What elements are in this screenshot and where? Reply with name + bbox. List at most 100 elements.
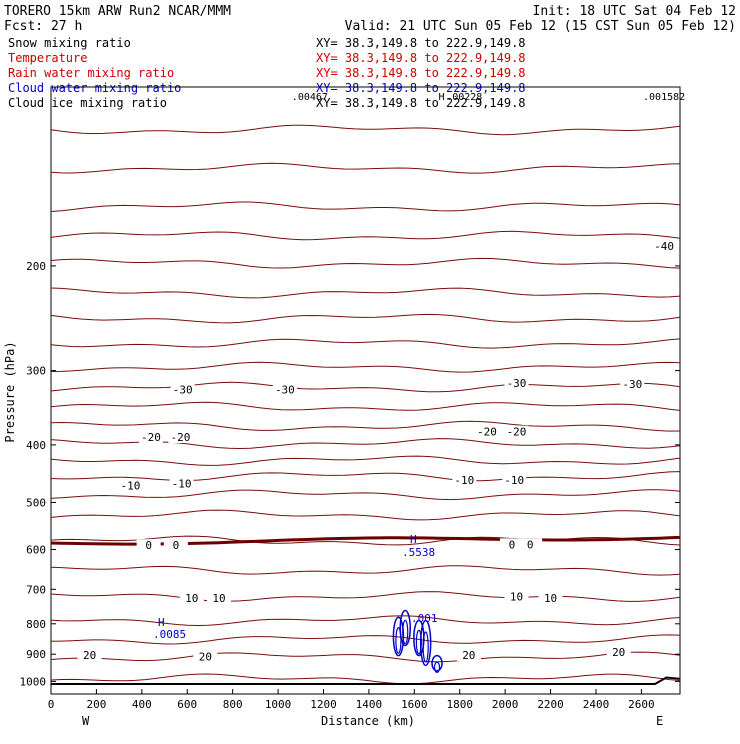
axes: 0 200 400 600 800 1000 1200 1400 1600 1800 2000 220… [20, 260, 680, 711]
isotherm-label: -20 [170, 431, 190, 444]
isotherm-label: -30 [507, 377, 527, 390]
x-tick-label: 2200 [537, 698, 564, 711]
x-tick-label: 1400 [356, 698, 383, 711]
isotherm-label-bg [169, 477, 194, 490]
isotherm-line [50, 489, 681, 501]
cloud-water-contour-inner [402, 619, 409, 645]
header-left-1: TORERO 15km ARW Run2 NCAR/MMM [4, 4, 231, 19]
y-tick-label: 900 [26, 648, 46, 661]
x-tick-label: 1800 [446, 698, 473, 711]
cloud-secondary-h: H [158, 616, 165, 629]
isotherm-label-bg [474, 425, 499, 438]
isotherm-line [50, 509, 681, 521]
isotherm-label: 20 [199, 650, 212, 663]
x-tick-label: 1000 [265, 698, 292, 711]
header-right-2: Valid: 21 UTC Sun 05 Feb 12 (15 CST Sun … [345, 19, 736, 34]
x-tick-label: 2400 [583, 698, 610, 711]
legend-label-rain: Rain water mixing ratio [8, 66, 174, 80]
y-tick-label: 800 [26, 618, 46, 631]
isotherm-line [50, 162, 681, 174]
plot-frame [50, 86, 681, 695]
cloud-water-contour [399, 609, 411, 647]
isotherm-line [50, 420, 681, 432]
isotherm-label-bg [77, 649, 102, 662]
isotherm-line [50, 591, 681, 602]
isotherm-label-bg [452, 473, 477, 486]
isotherm-line [50, 565, 681, 576]
isotherm-label-bg [652, 239, 677, 252]
cloud-max-h: H [410, 533, 417, 546]
isotherm-label-bg [620, 378, 645, 391]
isotherm-label-bg [170, 383, 195, 396]
isotherm-label-bg [504, 377, 529, 390]
isotherm-line [50, 673, 681, 685]
isotherm-label-bg [168, 431, 193, 444]
isotherm-line [50, 651, 681, 663]
legend-label-temperature: Temperature [8, 51, 87, 65]
isotherm-line [50, 455, 681, 466]
x-end-right-label: E [656, 714, 663, 728]
legend-label-cloud-ice: Cloud ice mixing ratio [8, 96, 167, 110]
x-tick-label: 200 [86, 698, 106, 711]
x-tick-label: 2000 [492, 698, 519, 711]
isotherm-label: 10 [510, 591, 523, 604]
isotherm-label: -10 [504, 474, 524, 487]
isotherm-line [50, 124, 681, 136]
x-tick-label: 0 [48, 698, 55, 711]
isotherm-label-bg [504, 590, 529, 603]
isotherm-label-bg [504, 425, 529, 438]
top-value-labels: .00467 H .00228 .001582 [292, 92, 685, 103]
isotherm-label-bg [518, 538, 543, 551]
top-value-label: .001582 [643, 92, 685, 103]
isotherm-label: 10 [185, 592, 198, 605]
cloud-water-contour-inner [395, 627, 402, 654]
x-tick-label: 1200 [310, 698, 337, 711]
legend-xy-cloud-ice: XY= 38.3,149.8 to 222.9,149.8 [316, 96, 526, 110]
y-tick-label: 500 [26, 496, 46, 509]
isotherm-label-bg [606, 646, 631, 659]
cloud-water-contours [392, 609, 443, 673]
terrain-line [51, 676, 681, 685]
legend-xy-rain: XY= 38.3,149.8 to 222.9,149.8 [316, 66, 526, 80]
isotherm-label: -30 [173, 384, 193, 397]
y-tick-label: 700 [26, 583, 46, 596]
legend-xy-snow: XY= 38.3,149.8 to 222.9,149.8 [316, 36, 526, 50]
top-value-label: .00467 [292, 92, 328, 103]
y-tick-label: 300 [26, 365, 46, 378]
isotherm-label-bg [138, 431, 163, 444]
x-tick-label: 600 [177, 698, 197, 711]
isotherm-line [50, 230, 681, 241]
cloud-water-contour-inner [433, 661, 441, 673]
x-end-left-label: W [82, 714, 90, 728]
top-value-label: H [439, 92, 445, 103]
y-tick-label: 200 [26, 260, 46, 273]
legend-xy-temperature: XY= 38.3,149.8 to 222.9,149.8 [316, 51, 526, 65]
isotherm-line [50, 313, 681, 324]
y-tick-label: 600 [26, 544, 46, 557]
header-left-2: Fcst: 27 h [4, 19, 82, 34]
isotherm-label-bg [136, 539, 161, 552]
isotherm-label: -20 [477, 426, 497, 439]
isotherm-label: -20 [507, 426, 527, 439]
y-axis-title: Pressure (hPa) [3, 341, 17, 442]
isotherm-label: 20 [612, 646, 625, 659]
cloud-water-contour [419, 619, 432, 667]
y-tick-label: 1000 [20, 675, 47, 688]
legend-label-snow: Snow mixing ratio [8, 36, 131, 50]
x-tick-label: 400 [132, 698, 152, 711]
cloud-secondary-value: .0085 [153, 628, 186, 641]
isotherm-label: -30 [622, 378, 642, 391]
cloud-min-value: .001 [411, 612, 438, 625]
top-value-label: .00228 [446, 92, 482, 103]
legend-label-cloud-water: Cloud water mixing ratio [8, 81, 181, 95]
isotherm-label-bg [163, 539, 188, 552]
isotherm-line [50, 287, 681, 299]
isotherm-line [50, 381, 681, 393]
isotherm-label-bg [538, 592, 563, 605]
isotherm-line [50, 615, 681, 627]
isotherm-label: -30 [275, 384, 295, 397]
terrain-line [51, 676, 681, 685]
legend-xy-cloud-water: XY= 38.3,149.8 to 222.9,149.8 [316, 81, 526, 95]
